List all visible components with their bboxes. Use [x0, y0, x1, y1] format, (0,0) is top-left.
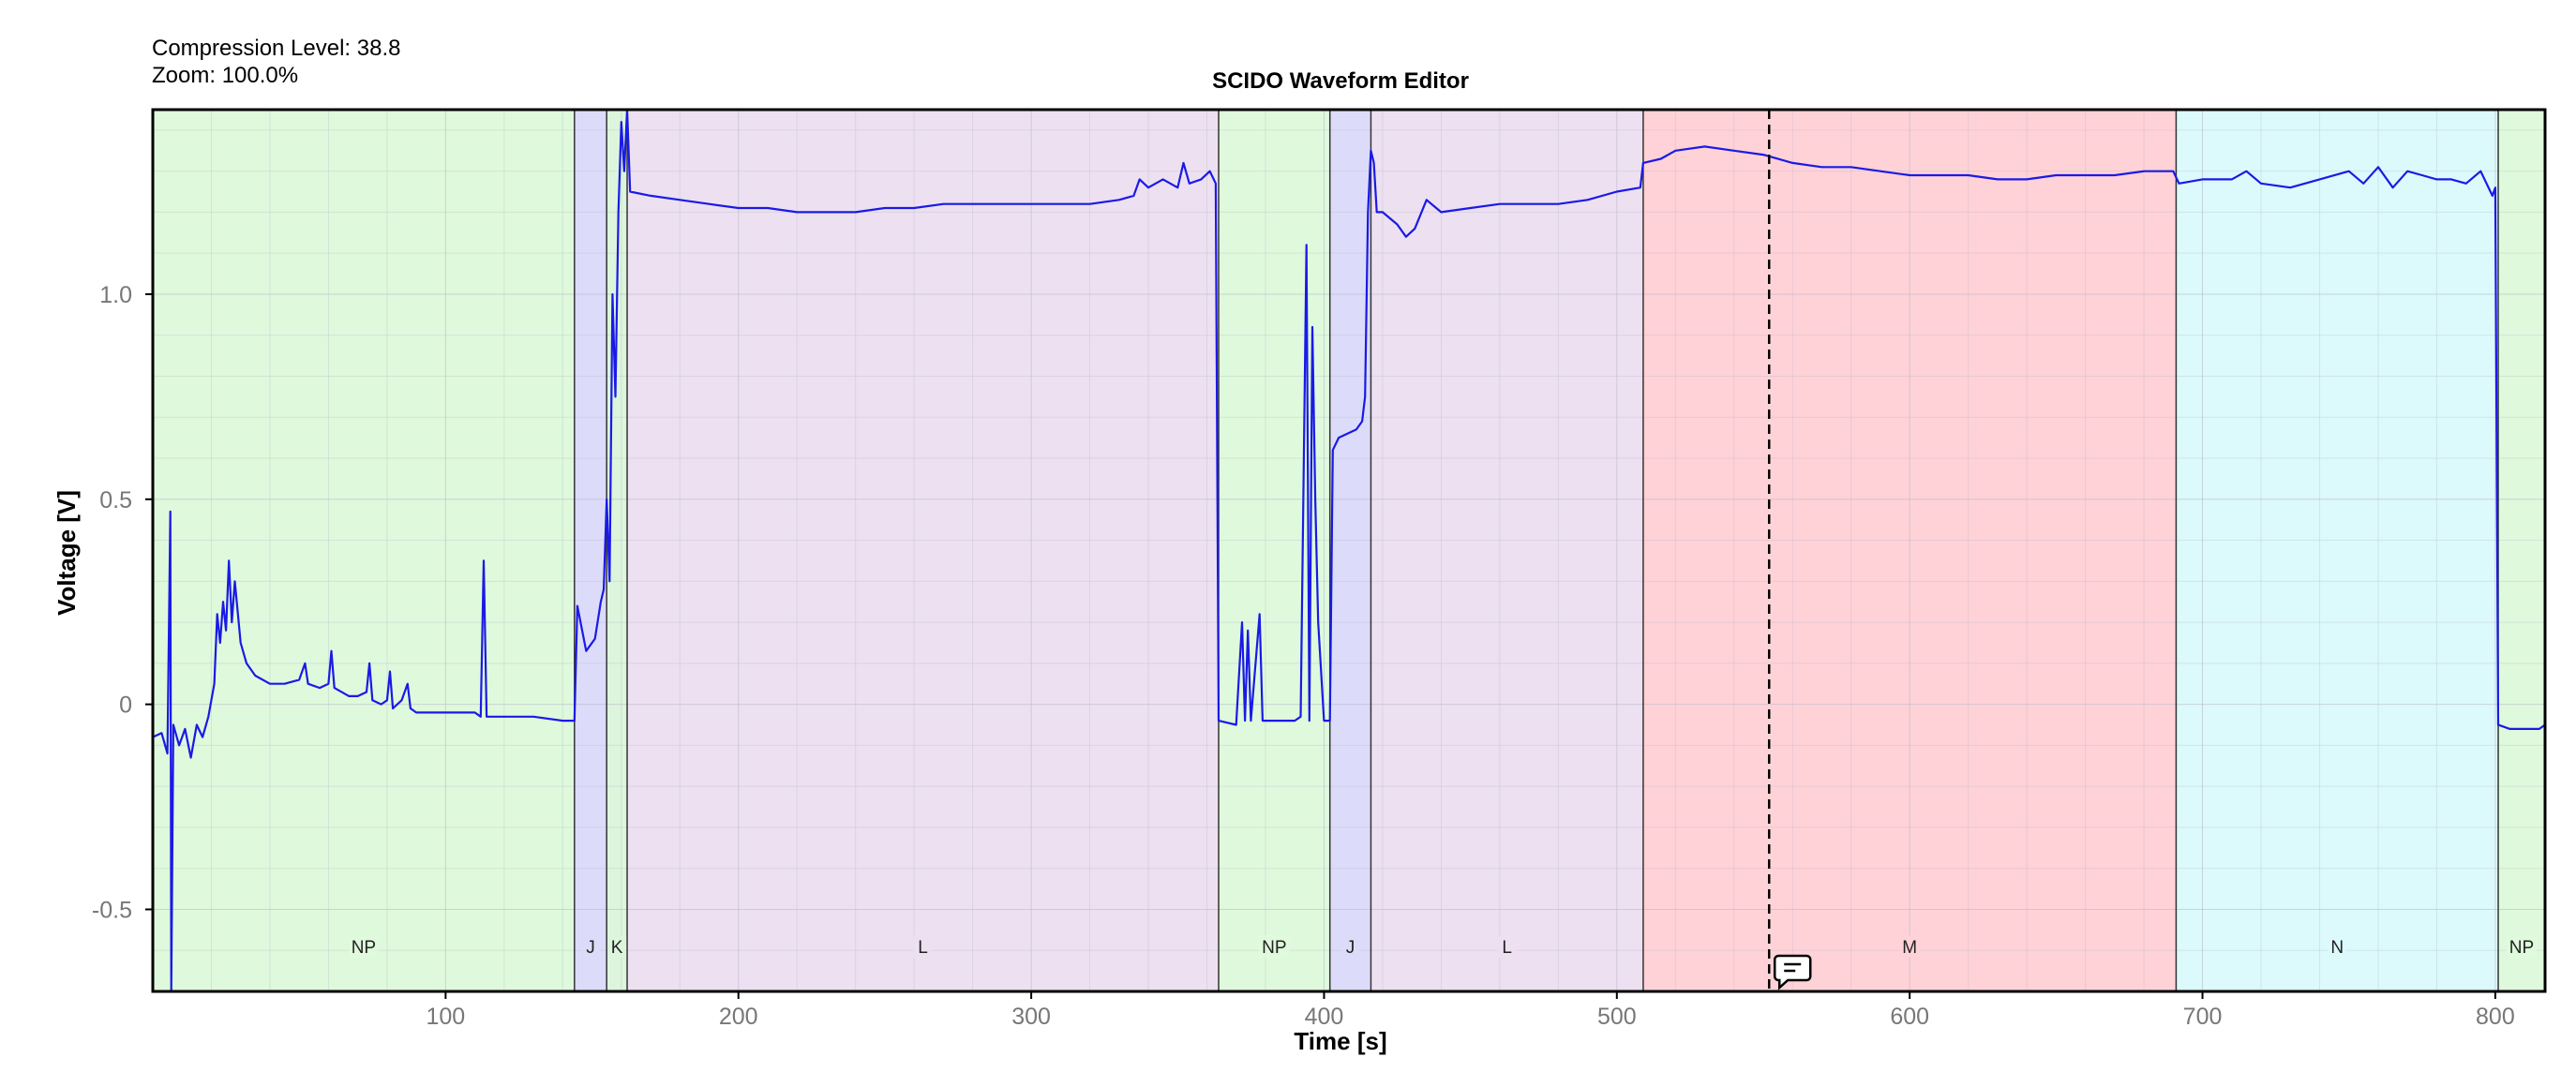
segment-label-bg — [1340, 935, 1360, 958]
segment-label-bg — [913, 935, 933, 958]
y-axis-ticks: -0.5 0 0.5 1.0 — [92, 282, 153, 923]
segments-layer — [153, 110, 2545, 991]
compression-level-label: Compression Level: — [152, 36, 352, 61]
zoom-value: 100.0% — [221, 63, 299, 88]
segment-np-0[interactable] — [153, 110, 575, 991]
comment-icon[interactable] — [1773, 954, 1812, 990]
segment-label-bg — [1259, 935, 1290, 958]
x-tick-label: 400 — [1305, 1004, 1344, 1030]
segment-label-bg — [1497, 935, 1517, 958]
compression-level-readout: Compression Level: 38.8 — [152, 36, 401, 62]
segment-label: NP — [2509, 938, 2534, 958]
x-tick-label: 300 — [1011, 1004, 1051, 1030]
x-tick-label: 100 — [427, 1004, 466, 1030]
x-tick-label: 700 — [2183, 1004, 2223, 1030]
segment-label: NP — [1262, 938, 1286, 958]
segment-label: M — [1902, 938, 1917, 958]
segment-label: L — [918, 938, 928, 958]
x-tick-label: 500 — [1597, 1004, 1637, 1030]
grid-layer — [152, 110, 2545, 992]
segment-label: J — [586, 938, 595, 958]
segment-label-bg — [1900, 935, 1920, 958]
x-axis-title: Time [s] — [1294, 1027, 1386, 1055]
segment-labels: NP J K L NP J L M N NP — [348, 935, 2538, 958]
segment-j-5[interactable] — [1329, 110, 1371, 991]
chart-title: SCIDO Waveform Editor — [1212, 68, 1469, 94]
y-tick-label: 0 — [119, 692, 132, 719]
x-tick-label: 200 — [719, 1004, 758, 1030]
segment-label-bg — [580, 935, 600, 958]
y-tick-label: -0.5 — [92, 897, 132, 923]
segment-label: J — [1346, 938, 1355, 958]
annotation-layer[interactable] — [1767, 110, 1812, 991]
x-axis-ticks: 100 200 300 400 500 600 700 800 — [427, 991, 2515, 1030]
segment-label: K — [611, 938, 623, 958]
segment-l-6[interactable] — [1370, 110, 1643, 991]
segment-np-9[interactable] — [2498, 110, 2545, 991]
segment-label: NP — [352, 938, 376, 958]
segment-l-3[interactable] — [627, 110, 1219, 991]
segment-np-4[interactable] — [1218, 110, 1330, 991]
segment-j-1[interactable] — [574, 110, 607, 991]
segment-label-bg — [607, 935, 627, 958]
signal-layer — [152, 108, 2546, 993]
y-tick-label: 1.0 — [99, 282, 132, 308]
compression-level-value: 38.8 — [356, 36, 401, 61]
segment-label-bg — [2507, 935, 2538, 958]
segment-label: N — [2330, 938, 2344, 958]
zoom-readout: Zoom: 100.0% — [152, 63, 298, 89]
segment-label: L — [1502, 938, 1512, 958]
zoom-label: Zoom: — [152, 63, 217, 88]
x-tick-label: 600 — [1890, 1004, 1929, 1030]
voltage-trace — [152, 108, 2546, 993]
segment-label-bg — [2328, 935, 2347, 958]
y-axis-title: Voltage [V] — [52, 490, 81, 616]
plot-frame — [151, 108, 2547, 993]
y-tick-label: 0.5 — [99, 487, 132, 514]
x-tick-label: 800 — [2476, 1004, 2515, 1030]
segment-label-bg — [348, 935, 379, 958]
segment-n-8[interactable] — [2176, 110, 2499, 991]
